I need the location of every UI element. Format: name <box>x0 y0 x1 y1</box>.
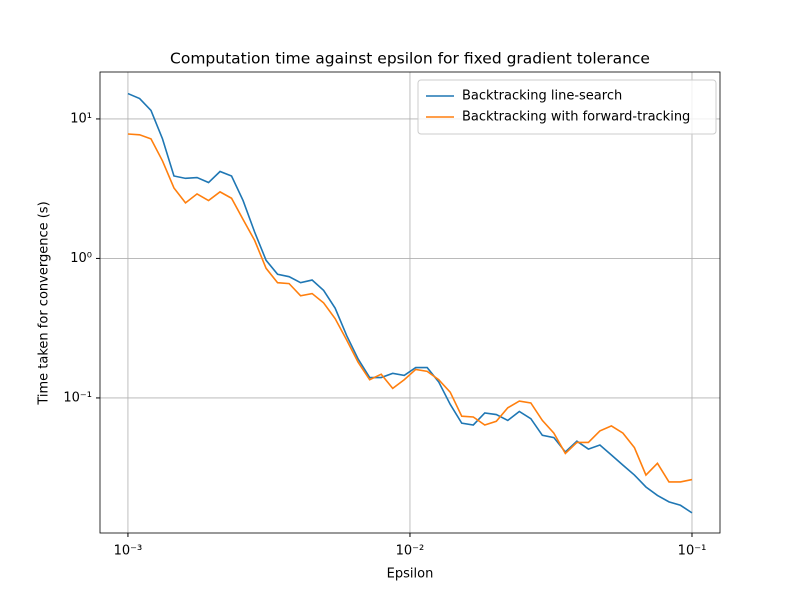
x-tick-label: 10⁻³ <box>114 544 143 559</box>
legend-label: Backtracking with forward-tracking <box>462 110 690 125</box>
legend-box <box>417 79 717 135</box>
data-line <box>127 133 693 483</box>
y-tick-label: 10⁰ <box>70 251 92 266</box>
legend: Backtracking line-search Backtracking wit… <box>417 79 717 135</box>
y-tick-label: 10⁻¹ <box>63 390 92 405</box>
data-line <box>127 92 693 514</box>
plot-frame <box>99 71 721 534</box>
x-tick-label: 10⁻² <box>396 544 425 559</box>
y-tick-label: 10¹ <box>70 111 92 126</box>
legend-label: Backtracking line-search <box>462 89 622 104</box>
x-tick-label: 10⁻¹ <box>678 544 707 559</box>
chart-title: Computation time against epsilon for fix… <box>170 50 650 68</box>
x-axis-label: Epsilon <box>387 567 434 582</box>
y-axis-label: Time taken for convergence (s) <box>37 201 52 405</box>
